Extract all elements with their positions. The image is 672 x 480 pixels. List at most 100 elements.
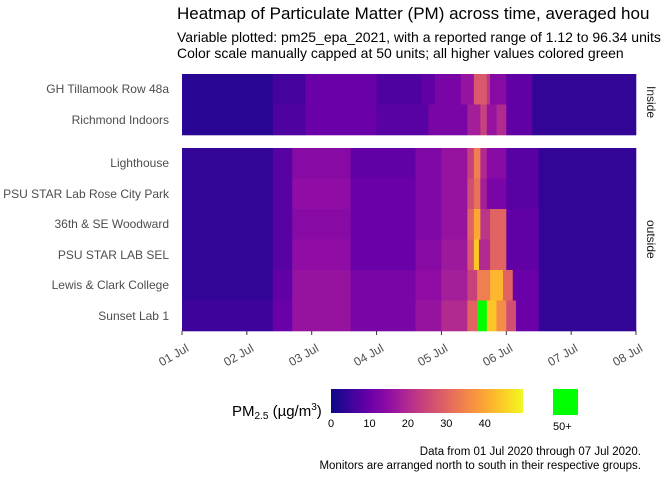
- heat-cell: [441, 178, 468, 210]
- heat-cell: [538, 239, 637, 271]
- legend-title-unit: (µg/m: [268, 403, 312, 420]
- heat-cell: [350, 300, 416, 332]
- heat-cell: [486, 178, 507, 210]
- heat-cell: [538, 148, 637, 179]
- heat-cell: [272, 104, 306, 136]
- heat-cell: [480, 209, 491, 240]
- heat-cell: [467, 178, 475, 210]
- heat-cell: [428, 104, 468, 136]
- subtitle-line-1: Variable plotted: pm25_epa_2021, with a …: [177, 29, 661, 45]
- heat-cell: [272, 148, 293, 179]
- over-cap-label: 50+: [553, 421, 572, 433]
- heat-cell: [292, 209, 351, 240]
- heat-cell: [182, 148, 274, 179]
- heat-cell: [486, 148, 507, 179]
- heat-cell: [473, 74, 488, 105]
- heat-cell: [486, 74, 491, 105]
- heat-cell: [467, 239, 475, 271]
- monitor-label: 36th & SE Woodward: [54, 217, 169, 232]
- color-bar-tick-label: 10: [363, 418, 376, 430]
- heat-cell: [421, 74, 436, 105]
- heat-cell: [292, 300, 351, 332]
- heat-cell: [538, 209, 637, 240]
- monitor-label: GH Tillamook Row 48a: [46, 82, 169, 97]
- heat-cell: [480, 178, 488, 210]
- heat-cell: [441, 209, 468, 240]
- heat-cell: [532, 74, 637, 105]
- heat-cell: [473, 178, 481, 210]
- heat-cell: [350, 239, 416, 271]
- heat-cell: [292, 178, 351, 210]
- heat-cell: [496, 104, 507, 136]
- heat-cell: [376, 104, 429, 136]
- heat-cell: [415, 148, 442, 179]
- heat-cell: [467, 209, 475, 240]
- heat-cell: [486, 104, 497, 136]
- panel-strip-outside: outside: [644, 219, 658, 259]
- heat-cell: [182, 239, 274, 271]
- heat-cell: [490, 209, 507, 240]
- heat-cell: [272, 239, 293, 271]
- monitor-label: PSU STAR Lab Rose City Park: [3, 186, 169, 201]
- heat-cell: [506, 74, 533, 105]
- heat-cell: [506, 178, 540, 210]
- heat-cell: [376, 74, 423, 105]
- heat-cell: [350, 209, 416, 240]
- heat-cell: [272, 74, 306, 105]
- monitor-label: PSU STAR LAB SEL: [57, 247, 169, 262]
- heat-cell: [415, 239, 442, 271]
- heat-cell: [490, 270, 504, 301]
- heat-cell: [441, 270, 468, 301]
- caption-line-2: Monitors are arranged north to south in …: [319, 460, 641, 472]
- heat-cell: [506, 300, 517, 332]
- heat-cell: [473, 209, 481, 240]
- heat-cell: [182, 104, 274, 136]
- color-bar-tick-label: 20: [401, 418, 415, 430]
- heat-cell: [305, 104, 377, 136]
- heat-cell: [467, 148, 475, 179]
- heat-cell: [272, 178, 293, 210]
- heat-cell: [182, 300, 274, 332]
- heat-cell: [305, 74, 377, 105]
- subtitle-line-2: Color scale manually capped at 50 units;…: [177, 45, 624, 61]
- color-bar-tick-label: 0: [328, 418, 335, 430]
- legend-title-main: PM: [232, 403, 255, 420]
- heat-cell: [460, 74, 475, 105]
- heat-cell: [506, 148, 540, 179]
- heat-cell: [415, 178, 442, 210]
- heat-cell: [532, 104, 637, 136]
- heat-cell: [496, 300, 507, 332]
- heat-cell: [467, 270, 478, 301]
- heat-cell: [292, 239, 351, 271]
- monitor-label: Lighthouse: [110, 156, 169, 171]
- heat-cell: [477, 270, 491, 301]
- heat-cell: [272, 270, 293, 301]
- over-cap-swatch: [553, 389, 578, 415]
- monitor-label: Lewis & Clark College: [51, 278, 169, 293]
- legend-title: PM2.5 (µg/m3): [232, 402, 322, 422]
- legend-title-unit-close: ): [316, 403, 322, 420]
- chart-subtitle: Variable plotted: pm25_epa_2021, with a …: [177, 29, 661, 61]
- legend-title-sub: 2.5: [254, 411, 269, 422]
- heat-cell: [503, 270, 514, 301]
- heat-cell: [516, 300, 540, 332]
- color-bar: [331, 389, 523, 413]
- heat-cell: [292, 148, 351, 179]
- heat-cell: [415, 300, 442, 332]
- heat-cell: [182, 178, 274, 210]
- color-bar-tick-label: 40: [478, 418, 491, 430]
- heat-cell: [473, 239, 480, 271]
- heat-cell: [441, 239, 468, 271]
- heat-cell: [182, 74, 274, 105]
- heat-cell: [538, 270, 637, 301]
- heat-cell: [512, 270, 540, 301]
- heat-cell: [486, 300, 497, 332]
- heat-cell: [506, 239, 540, 271]
- heat-cell: [506, 104, 533, 136]
- heat-cell: [477, 300, 488, 332]
- monitor-label: Richmond Indoors: [71, 112, 169, 127]
- heat-cell: [480, 104, 488, 136]
- heat-cell: [473, 148, 481, 179]
- heat-cell: [441, 300, 468, 332]
